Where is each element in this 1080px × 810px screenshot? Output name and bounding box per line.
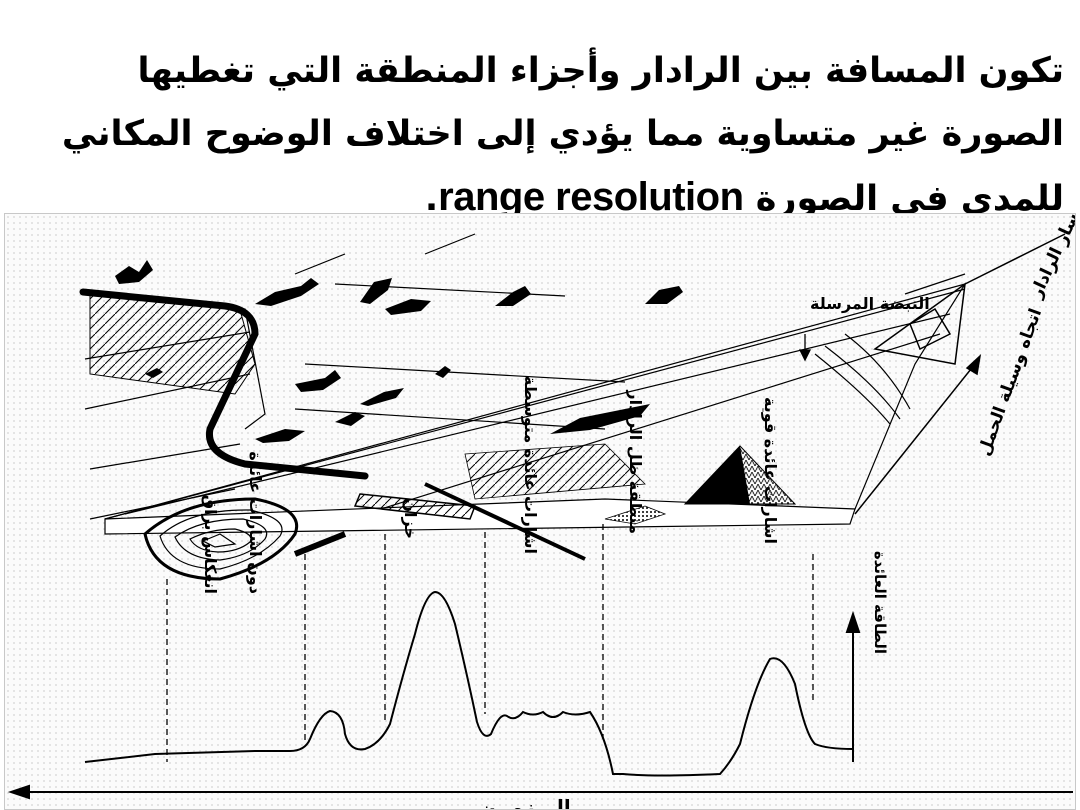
guide-lines	[166, 524, 814, 762]
radar-beam	[104, 273, 967, 520]
label-building: خزان	[401, 498, 420, 539]
heading-term: range resolution	[438, 175, 744, 219]
label-time: الـــزمــن	[479, 795, 570, 810]
label-medium-returns: اشارات عائدة متوسطة	[521, 376, 540, 554]
flight-direction-arrow	[854, 353, 982, 515]
heading-stop: .	[424, 179, 439, 219]
label-specular-reflection: انعكاس براق	[201, 495, 220, 594]
ground-strip	[104, 493, 856, 535]
axes	[7, 610, 1073, 800]
label-returned-energy: الطاقة العائدة	[871, 551, 889, 654]
vegetation-patches	[115, 260, 683, 443]
label-strong-returns: اشارات عائدة قوية	[761, 397, 780, 544]
road	[79, 288, 369, 480]
bridge-line	[424, 482, 586, 561]
label-radar-path: مسار الرادار	[1026, 214, 1076, 302]
pulse-arrow	[798, 334, 812, 362]
mountain	[604, 445, 797, 525]
label-no-returns: دون اشارات عائدة	[246, 451, 265, 594]
hatched-field-2	[464, 443, 646, 500]
label-illumination-direction: اتجاه وسيلة الحمل	[974, 306, 1046, 459]
return-waveform	[84, 590, 854, 777]
heading-text: تكون المسافة بين الرادار وأجزاء المنطقة …	[61, 51, 1065, 219]
label-radar-shadow: منطقة ظل الرادار	[626, 389, 645, 534]
radar-geometry-figure: مسار الرادار النبضة المرسلة اتجاه وسيلة …	[4, 213, 1076, 810]
slide-heading: تكون المسافة بين الرادار وأجزاء المنطقة …	[20, 40, 1065, 231]
radar-antenna-icon	[873, 233, 1066, 365]
radar-diagram-svg: مسار الرادار النبضة المرسلة اتجاه وسيلة …	[7, 214, 1076, 810]
lake-contours	[143, 497, 347, 581]
label-transmitted-pulse: النبضة المرسلة	[810, 294, 930, 313]
